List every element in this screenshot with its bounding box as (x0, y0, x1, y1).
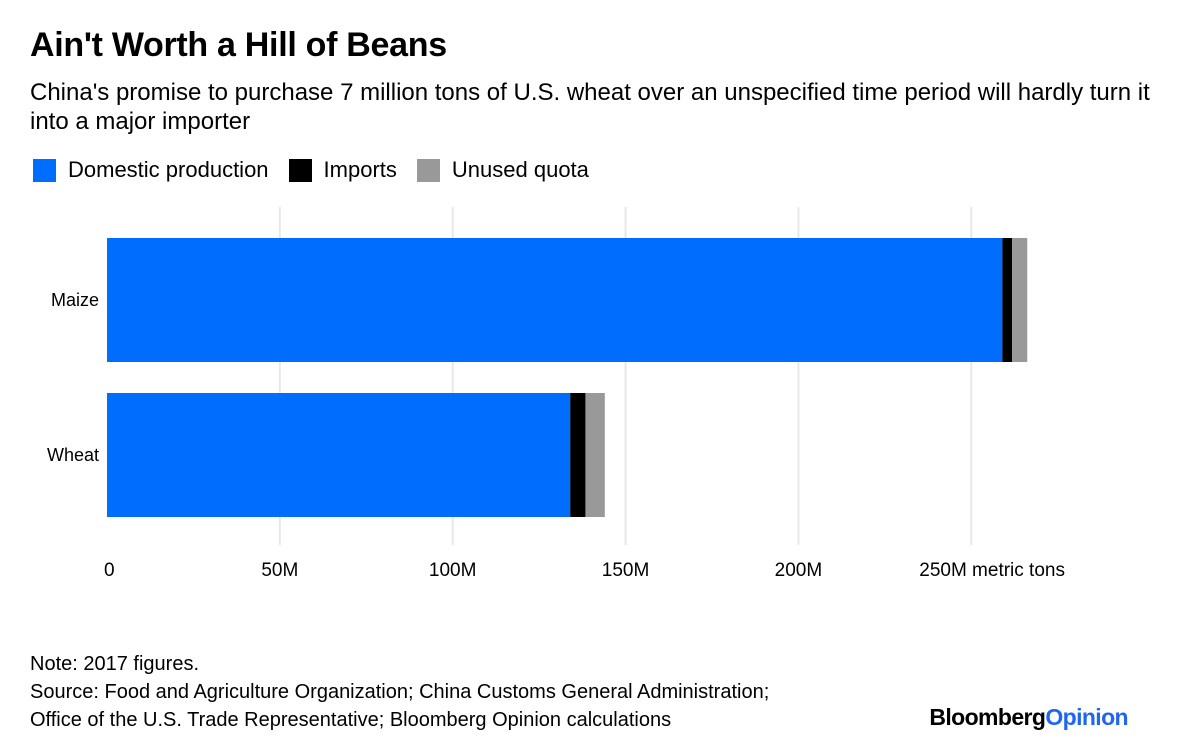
note-text: Note: 2017 figures. (30, 653, 199, 675)
bar-maize-domestic-production (107, 238, 1003, 362)
x-tick-label-100: 100M (429, 560, 477, 581)
legend-item-domestic: Domestic production (33, 157, 269, 183)
footnotes: Note: 2017 figures. Source: Food and Agr… (30, 650, 769, 734)
x-tick-label-250: 250M metric tons (919, 560, 1065, 581)
legend-swatch-domestic (33, 158, 56, 182)
bloomberg-opinion-logo: BloombergOpinion (929, 704, 1128, 731)
legend-swatch-imports (288, 158, 312, 182)
category-label-wheat: Wheat (47, 445, 99, 465)
bar-maize-unused-quota (1012, 238, 1028, 362)
bar-wheat-imports (570, 393, 586, 517)
legend-label-domestic: Domestic production (68, 157, 269, 182)
legend-item-unused: Unused quota (416, 157, 589, 183)
bar-wheat-unused-quota (585, 393, 605, 517)
x-tick-label-150: 150M (602, 560, 650, 581)
bar-maize-imports (1002, 238, 1013, 362)
logo-text-opinion: Opinion (1045, 704, 1128, 730)
chart-title: Ain't Worth a Hill of Beans (30, 26, 447, 64)
legend: Domestic production Imports Unused quota (33, 157, 609, 183)
legend-label-unused: Unused quota (451, 157, 589, 182)
legend-label-imports: Imports (323, 157, 397, 182)
bar-wheat-domestic-production (107, 393, 571, 517)
source-text-line2: Office of the U.S. Trade Representative;… (30, 709, 672, 731)
chart-subtitle: China's promise to purchase 7 million to… (30, 79, 1150, 135)
logo-text-bloomberg: Bloomberg (929, 704, 1046, 730)
category-label-maize: Maize (51, 290, 99, 310)
x-tick-label-0: 0 (104, 560, 115, 581)
x-tick-label-50: 50M (261, 560, 298, 581)
x-tick-label-200: 200M (775, 560, 823, 581)
legend-item-imports: Imports (288, 157, 397, 183)
source-text-line1: Source: Food and Agriculture Organizatio… (30, 681, 770, 703)
legend-swatch-unused (416, 158, 440, 182)
bar-chart: Maize Wheat 0 50M 100M 150M 200M 250M metric to… (47, 207, 1065, 581)
